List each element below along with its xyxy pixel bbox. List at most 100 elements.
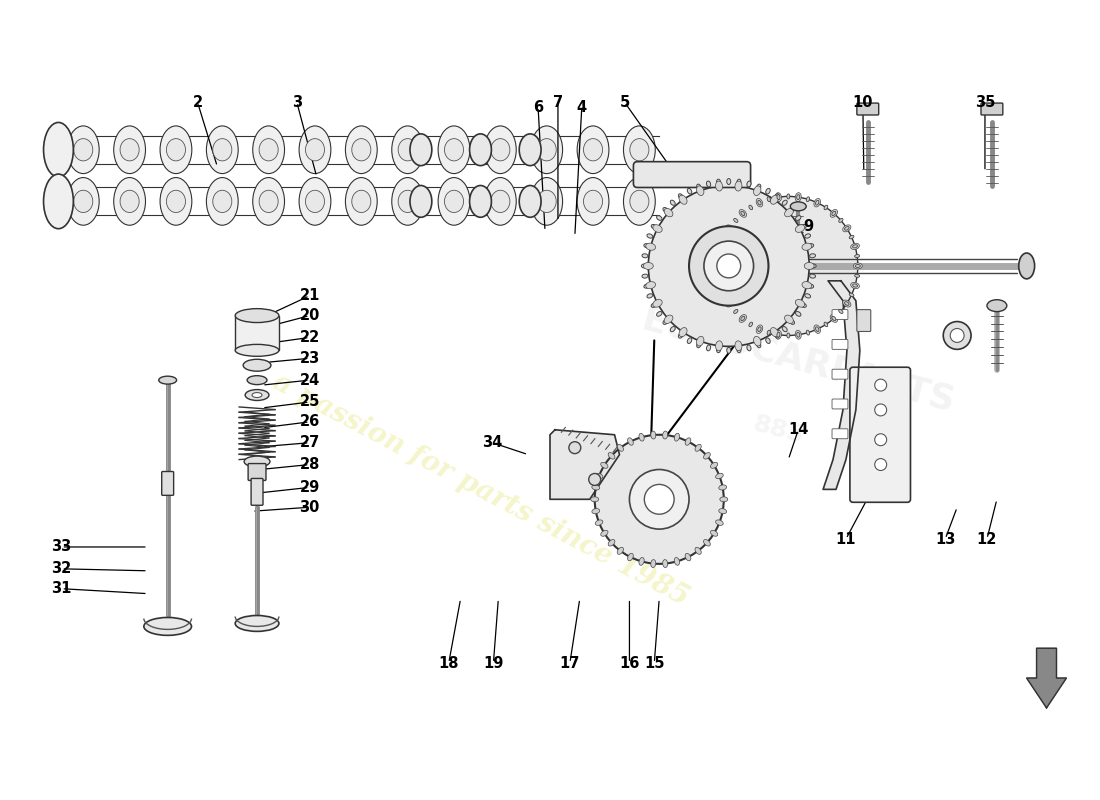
Ellipse shape <box>786 194 790 199</box>
Ellipse shape <box>392 126 424 174</box>
Ellipse shape <box>782 200 788 206</box>
Ellipse shape <box>795 311 801 316</box>
Ellipse shape <box>766 189 770 194</box>
FancyBboxPatch shape <box>162 471 174 495</box>
Ellipse shape <box>758 327 761 331</box>
Ellipse shape <box>592 485 600 490</box>
Ellipse shape <box>726 300 734 307</box>
Ellipse shape <box>410 134 432 166</box>
Ellipse shape <box>758 200 761 205</box>
Ellipse shape <box>850 243 859 250</box>
Ellipse shape <box>790 319 794 324</box>
Ellipse shape <box>652 225 662 233</box>
Ellipse shape <box>158 376 177 384</box>
Ellipse shape <box>795 330 801 339</box>
Ellipse shape <box>774 194 779 199</box>
Text: 15: 15 <box>644 656 664 670</box>
Ellipse shape <box>706 181 711 187</box>
Ellipse shape <box>392 178 424 226</box>
Text: 2: 2 <box>192 94 202 110</box>
Ellipse shape <box>814 325 821 334</box>
Text: 33: 33 <box>52 539 72 554</box>
Ellipse shape <box>67 178 99 226</box>
Circle shape <box>704 241 754 290</box>
Circle shape <box>645 485 674 514</box>
Text: 25: 25 <box>299 394 320 410</box>
Ellipse shape <box>714 263 724 269</box>
Ellipse shape <box>726 225 734 232</box>
Ellipse shape <box>784 315 793 323</box>
Ellipse shape <box>852 245 858 248</box>
Ellipse shape <box>578 178 609 226</box>
Circle shape <box>718 197 858 335</box>
Ellipse shape <box>776 193 781 202</box>
Ellipse shape <box>717 243 726 250</box>
Ellipse shape <box>679 194 683 199</box>
Text: 26: 26 <box>299 414 320 430</box>
Ellipse shape <box>601 530 608 536</box>
Ellipse shape <box>770 195 779 204</box>
Ellipse shape <box>44 122 74 177</box>
Ellipse shape <box>727 226 733 230</box>
Ellipse shape <box>299 178 331 226</box>
Ellipse shape <box>839 218 843 222</box>
Ellipse shape <box>601 462 608 468</box>
FancyBboxPatch shape <box>832 429 848 438</box>
Circle shape <box>569 442 581 454</box>
Ellipse shape <box>716 474 723 478</box>
Circle shape <box>874 434 887 446</box>
Ellipse shape <box>830 210 837 218</box>
Ellipse shape <box>630 138 649 161</box>
Circle shape <box>648 186 810 346</box>
Ellipse shape <box>299 126 331 174</box>
Circle shape <box>717 254 740 278</box>
Ellipse shape <box>679 195 688 204</box>
Ellipse shape <box>410 186 432 218</box>
Ellipse shape <box>679 327 688 337</box>
Ellipse shape <box>719 245 724 248</box>
FancyBboxPatch shape <box>634 162 750 187</box>
Ellipse shape <box>749 206 752 210</box>
Circle shape <box>950 329 964 342</box>
Text: 18: 18 <box>439 656 459 670</box>
FancyBboxPatch shape <box>850 367 911 502</box>
Ellipse shape <box>801 225 806 229</box>
Ellipse shape <box>696 336 704 346</box>
Bar <box>235 315 279 350</box>
Text: 22: 22 <box>299 330 320 345</box>
Ellipse shape <box>849 235 854 238</box>
Ellipse shape <box>727 178 730 185</box>
Ellipse shape <box>814 198 821 207</box>
Ellipse shape <box>719 497 728 502</box>
Ellipse shape <box>843 225 851 232</box>
Ellipse shape <box>790 202 806 211</box>
Ellipse shape <box>642 274 648 278</box>
Ellipse shape <box>670 326 675 332</box>
Circle shape <box>689 226 769 306</box>
Ellipse shape <box>815 200 818 205</box>
Ellipse shape <box>207 178 239 226</box>
Ellipse shape <box>804 262 814 270</box>
Ellipse shape <box>592 509 600 514</box>
Ellipse shape <box>345 126 377 174</box>
Ellipse shape <box>531 126 562 174</box>
Ellipse shape <box>617 547 624 554</box>
Polygon shape <box>1026 648 1066 708</box>
Text: 14: 14 <box>788 422 808 438</box>
Text: 5: 5 <box>619 94 629 110</box>
Ellipse shape <box>777 332 780 338</box>
Ellipse shape <box>67 126 99 174</box>
Ellipse shape <box>608 539 615 546</box>
Ellipse shape <box>306 190 324 213</box>
Ellipse shape <box>674 434 680 441</box>
Ellipse shape <box>810 274 815 278</box>
FancyBboxPatch shape <box>832 339 848 350</box>
Ellipse shape <box>727 347 730 354</box>
Circle shape <box>588 474 601 486</box>
Ellipse shape <box>716 520 723 526</box>
Ellipse shape <box>651 560 656 567</box>
Ellipse shape <box>243 359 271 371</box>
Ellipse shape <box>583 190 603 213</box>
Ellipse shape <box>845 226 849 230</box>
Ellipse shape <box>470 134 492 166</box>
